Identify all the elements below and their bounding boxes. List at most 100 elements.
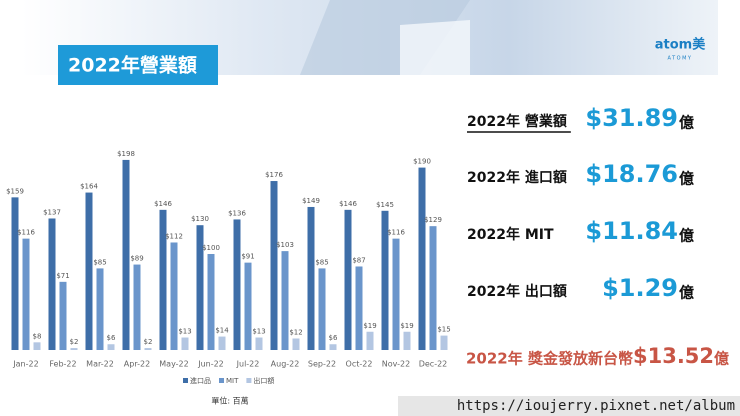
summary-label: 2022年 出口額 xyxy=(467,283,567,300)
bar xyxy=(307,206,315,350)
summary-label: 2022年 MIT xyxy=(467,226,554,243)
watermark: https://ioujerry.pixnet.net/album xyxy=(457,398,735,414)
value-label: $190 xyxy=(413,158,431,166)
x-tick-label: Apr-22 xyxy=(124,360,150,369)
value-label: $103 xyxy=(276,241,294,249)
value-label: $71 xyxy=(56,272,69,280)
bar xyxy=(170,242,178,350)
x-tick-label: Jan-22 xyxy=(12,360,38,369)
value-label: $2 xyxy=(70,338,79,346)
bar xyxy=(33,342,41,350)
bar xyxy=(233,219,241,350)
bar xyxy=(344,209,352,350)
x-tick-label: Nov-22 xyxy=(382,360,410,369)
value-label: $112 xyxy=(165,232,183,240)
value-label: $145 xyxy=(376,201,394,209)
value-label: $130 xyxy=(191,215,209,223)
value-label: $146 xyxy=(339,200,357,208)
value-label: $146 xyxy=(154,200,172,208)
bar xyxy=(107,344,115,350)
value-label: $13 xyxy=(178,328,191,336)
value-label: $6 xyxy=(107,334,116,342)
bar xyxy=(255,337,263,350)
bar xyxy=(59,281,67,350)
value-label: $149 xyxy=(302,197,320,205)
x-tick-label: Mar-22 xyxy=(86,360,114,369)
value-label: $100 xyxy=(202,244,220,252)
x-tick-label: Oct-22 xyxy=(346,360,373,369)
summary-label: 2022年 營業額 xyxy=(467,113,567,130)
summary-value: $1.29 xyxy=(602,274,678,302)
bar xyxy=(22,238,30,350)
logo: atom美 xyxy=(655,37,706,53)
unit-note: 單位: 百萬 xyxy=(211,396,248,406)
legend-swatch xyxy=(246,378,252,383)
value-label: $85 xyxy=(315,258,328,266)
chart: Jan-22 $159 $116 $8 Feb-22 $137 $71 $2 Mar-22 $16… xyxy=(6,150,451,385)
value-label: $116 xyxy=(387,229,405,237)
value-label: $129 xyxy=(424,216,442,224)
value-label: $85 xyxy=(93,258,106,266)
bar xyxy=(85,192,93,350)
bar xyxy=(159,209,167,350)
bar xyxy=(429,226,437,350)
value-label: $91 xyxy=(241,253,254,261)
x-tick-label: Sep-22 xyxy=(308,360,336,369)
value-label: $87 xyxy=(352,256,365,264)
bar xyxy=(329,344,337,350)
bar xyxy=(440,335,448,350)
bar xyxy=(122,159,130,350)
summary-unit: 億 xyxy=(679,227,694,245)
bar xyxy=(207,254,215,350)
bar xyxy=(366,331,374,350)
x-tick-label: Jul-22 xyxy=(236,360,260,369)
x-tick-label: Aug-22 xyxy=(271,360,300,369)
value-label: $12 xyxy=(289,328,302,336)
bar xyxy=(318,268,326,350)
bar xyxy=(96,268,104,350)
value-label: $8 xyxy=(33,332,42,340)
value-label: $159 xyxy=(6,187,24,195)
x-tick-label: Feb-22 xyxy=(49,360,76,369)
value-label: $116 xyxy=(17,229,35,237)
value-label: $14 xyxy=(215,327,229,335)
value-label: $15 xyxy=(437,326,450,334)
summary-value: $18.76 xyxy=(585,160,678,188)
bar xyxy=(418,167,426,350)
bar xyxy=(403,331,411,350)
legend-label: 出口額 xyxy=(253,376,274,385)
legend-label: 進口品 xyxy=(190,376,211,385)
value-label: $13 xyxy=(252,328,265,336)
bonus-value: $13.52 xyxy=(633,344,714,368)
bar xyxy=(292,338,300,350)
bar xyxy=(218,336,226,350)
summary-unit: 億 xyxy=(679,114,694,132)
bar xyxy=(133,264,141,350)
logo-sub: ATOMY xyxy=(668,56,693,62)
bonus-label: 2022年 獎金發放新台幣 xyxy=(466,350,633,368)
bar xyxy=(355,266,363,350)
value-label: $19 xyxy=(363,322,376,330)
bar xyxy=(196,225,204,350)
bar xyxy=(281,251,289,350)
summary-label: 2022年 進口額 xyxy=(467,169,567,186)
bar xyxy=(48,218,56,350)
legend-swatch xyxy=(219,378,224,383)
summary-unit: 億 xyxy=(679,284,694,302)
summary-value: $31.89 xyxy=(585,104,678,132)
value-label: $198 xyxy=(117,150,135,158)
bar xyxy=(392,238,400,350)
value-label: $89 xyxy=(130,255,143,263)
x-tick-label: Dec-22 xyxy=(419,360,448,369)
bar xyxy=(244,262,252,350)
value-label: $19 xyxy=(400,322,413,330)
value-label: $164 xyxy=(80,183,98,191)
bar xyxy=(144,348,152,350)
x-tick-label: May-22 xyxy=(159,360,188,369)
bar xyxy=(70,348,78,350)
legend-swatch xyxy=(183,378,188,383)
summary-value: $11.84 xyxy=(585,217,678,245)
value-label: $136 xyxy=(228,209,246,217)
bar xyxy=(381,210,389,350)
